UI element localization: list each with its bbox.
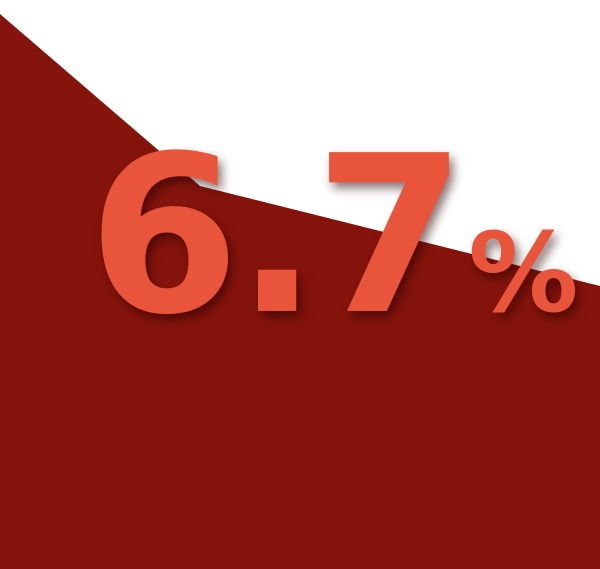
dark-red-panel bbox=[0, 14, 600, 569]
stat-figure: 6.7% bbox=[88, 128, 578, 346]
stat-value: 6.7 bbox=[88, 110, 466, 363]
stat-unit: % bbox=[468, 209, 579, 337]
